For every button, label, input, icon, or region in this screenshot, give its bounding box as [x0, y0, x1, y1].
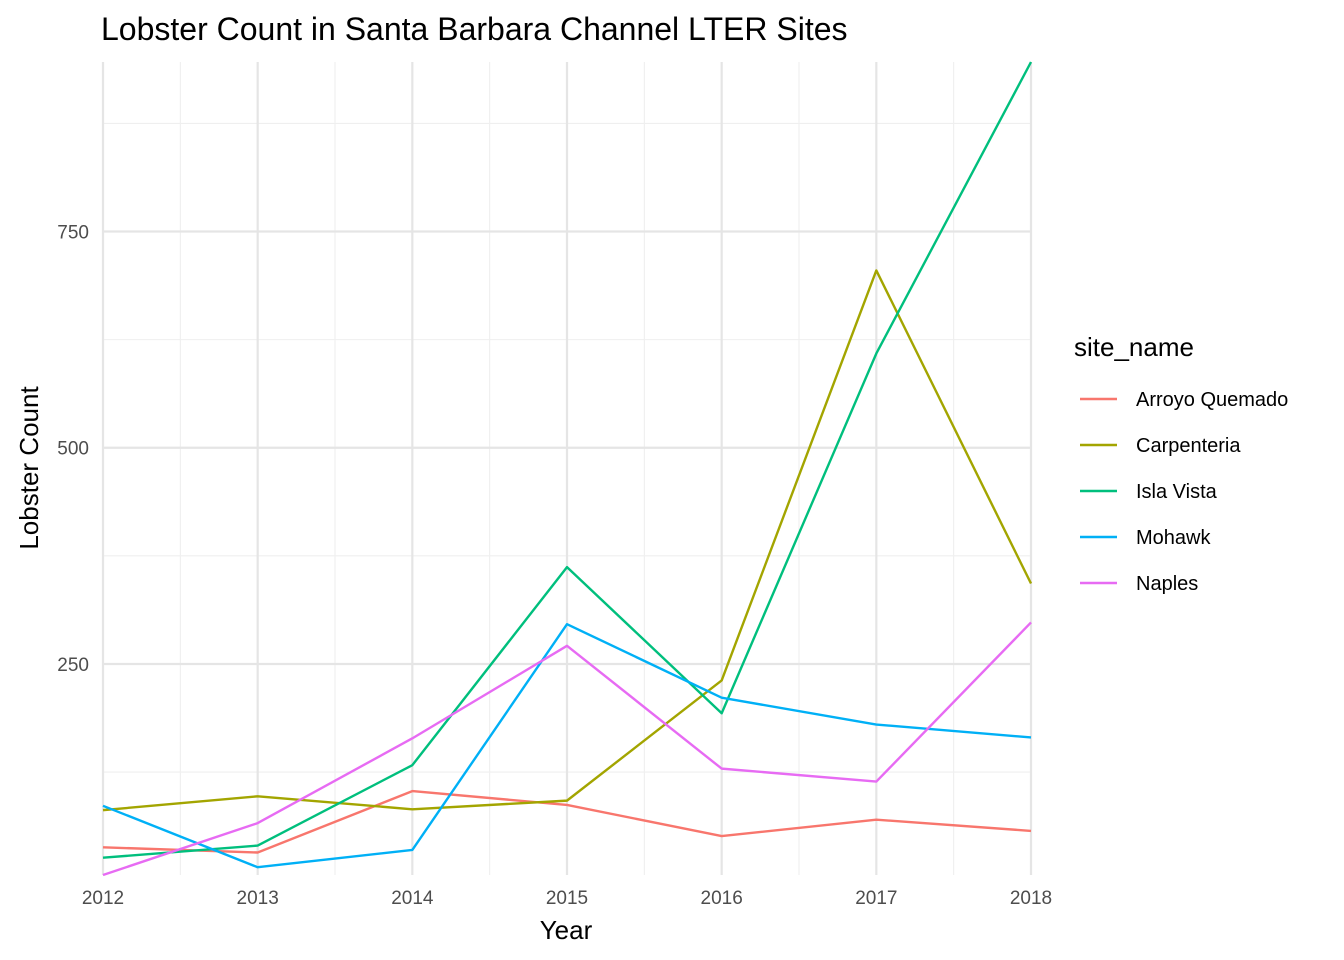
legend-label-naples: Naples [1136, 573, 1198, 595]
x-tick-label: 2016 [701, 888, 743, 909]
y-axis-title: Lobster Count [14, 386, 44, 550]
y-tick-label: 750 [57, 223, 89, 244]
series-line-isla-vista [102, 61, 1033, 859]
series-line-carpenteria [102, 269, 1033, 812]
y-tick-label: 500 [57, 439, 89, 460]
legend-label-isla-vista: Isla Vista [1136, 481, 1218, 503]
legend-label-arroyo-quemado: Arroyo Quemado [1136, 389, 1288, 411]
x-tick-label: 2017 [855, 888, 897, 909]
series-lines [102, 61, 1033, 877]
chart-title: Lobster Count in Santa Barbara Channel L… [101, 11, 848, 47]
major-gridlines [101, 62, 1033, 875]
x-axis-tick-labels: 2012 2013 2014 2015 2016 2017 2018 [82, 888, 1052, 909]
legend: site_name Arroyo Quemado Carpenteria Isla … [1074, 332, 1288, 595]
x-axis-title: Year [540, 915, 593, 945]
legend-items: Arroyo Quemado Carpenteria Isla Vista Mohaw… [1080, 389, 1288, 595]
series-line-arroyo-quemado [102, 789, 1032, 854]
x-tick-label: 2014 [391, 888, 434, 909]
series-line-mohawk [102, 622, 1032, 869]
x-tick-label: 2015 [546, 888, 588, 909]
x-tick-label: 2013 [237, 888, 279, 909]
legend-title: site_name [1074, 332, 1194, 362]
legend-label-carpenteria: Carpenteria [1136, 435, 1241, 457]
x-tick-label: 2018 [1010, 888, 1052, 909]
series-line-naples [102, 621, 1032, 877]
plot-panel [101, 61, 1033, 877]
legend-label-mohawk: Mohawk [1136, 527, 1211, 549]
y-axis-tick-labels: 250 500 750 [57, 223, 89, 676]
y-tick-label: 250 [57, 655, 89, 676]
x-tick-label: 2012 [82, 888, 124, 909]
